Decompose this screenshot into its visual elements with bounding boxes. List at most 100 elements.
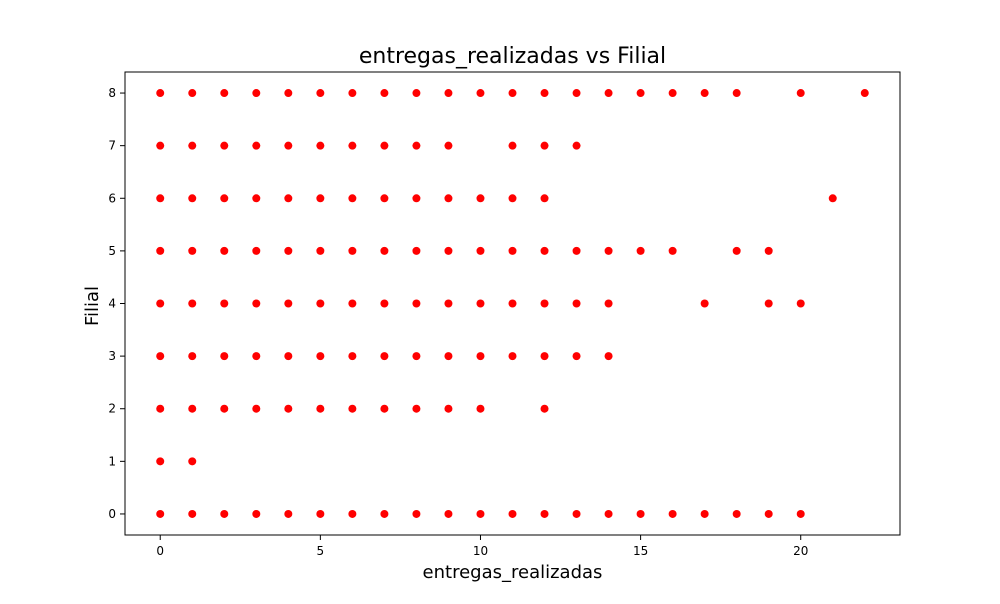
data-point: [412, 141, 421, 150]
data-point: [732, 246, 741, 255]
data-point: [156, 457, 165, 466]
data-point: [700, 509, 709, 518]
data-point: [604, 89, 613, 98]
data-point: [572, 246, 581, 255]
plot-area: 0 5 10 15 20 0 1 2 3 4 5 6 7 8: [108, 71, 901, 558]
data-point: [796, 89, 805, 98]
data-point: [284, 141, 293, 150]
data-point: [444, 299, 453, 308]
data-point: [700, 89, 709, 98]
data-point: [252, 509, 261, 518]
data-point: [508, 194, 517, 203]
data-point: [220, 194, 229, 203]
data-point: [444, 509, 453, 518]
data-point: [348, 246, 357, 255]
data-point: [540, 352, 549, 361]
data-point: [188, 89, 197, 98]
data-point: [156, 509, 165, 518]
data-point: [508, 246, 517, 255]
data-point: [220, 299, 229, 308]
data-point: [316, 246, 325, 255]
y-tick-label: 4: [108, 297, 116, 311]
data-point: [508, 299, 517, 308]
data-point: [668, 509, 677, 518]
data-point: [476, 352, 485, 361]
data-point: [156, 141, 165, 150]
data-point: [572, 509, 581, 518]
data-point: [604, 509, 613, 518]
data-point: [220, 352, 229, 361]
data-point: [188, 352, 197, 361]
data-point: [636, 509, 645, 518]
chart-title: entregas_realizadas vs Filial: [359, 44, 666, 69]
data-point: [668, 246, 677, 255]
data-point: [636, 246, 645, 255]
data-point: [188, 141, 197, 150]
data-point: [764, 299, 773, 308]
data-point: [188, 404, 197, 413]
data-point: [156, 194, 165, 203]
data-point: [604, 352, 613, 361]
data-point: [732, 89, 741, 98]
data-point: [348, 89, 357, 98]
data-point: [508, 89, 517, 98]
data-point: [316, 141, 325, 150]
data-point: [412, 299, 421, 308]
data-point: [220, 404, 229, 413]
data-point: [444, 352, 453, 361]
data-point: [316, 352, 325, 361]
data-point: [220, 89, 229, 98]
y-tick-label: 7: [108, 139, 116, 153]
data-point: [188, 509, 197, 518]
data-point: [444, 194, 453, 203]
data-point: [476, 194, 485, 203]
data-point: [412, 352, 421, 361]
data-point: [316, 89, 325, 98]
data-point: [348, 352, 357, 361]
data-point: [380, 246, 389, 255]
data-point: [572, 299, 581, 308]
data-point: [476, 404, 485, 413]
data-point: [252, 89, 261, 98]
data-point: [508, 509, 517, 518]
data-point: [476, 246, 485, 255]
data-point: [540, 194, 549, 203]
data-point: [252, 352, 261, 361]
data-point: [412, 89, 421, 98]
data-point: [380, 194, 389, 203]
data-point: [380, 141, 389, 150]
x-tick-label: 15: [633, 544, 648, 558]
data-point: [348, 299, 357, 308]
data-point: [156, 404, 165, 413]
y-tick-label: 0: [108, 507, 116, 521]
data-point: [540, 246, 549, 255]
data-point: [380, 299, 389, 308]
data-point: [540, 404, 549, 413]
data-point: [604, 299, 613, 308]
data-point: [220, 509, 229, 518]
data-point: [412, 246, 421, 255]
data-point: [380, 509, 389, 518]
data-point: [188, 194, 197, 203]
data-point: [540, 509, 549, 518]
data-point: [284, 299, 293, 308]
data-point: [156, 246, 165, 255]
data-point: [860, 89, 869, 98]
x-tick-label: 20: [793, 544, 808, 558]
data-point: [572, 141, 581, 150]
data-point: [252, 246, 261, 255]
data-point: [604, 246, 613, 255]
data-point: [540, 89, 549, 98]
x-tick-label: 0: [156, 544, 164, 558]
data-point: [316, 404, 325, 413]
data-point: [476, 299, 485, 308]
data-point: [668, 89, 677, 98]
data-point: [508, 352, 517, 361]
data-point: [508, 141, 517, 150]
data-point: [732, 509, 741, 518]
data-point: [188, 299, 197, 308]
data-point: [284, 194, 293, 203]
data-point: [572, 352, 581, 361]
